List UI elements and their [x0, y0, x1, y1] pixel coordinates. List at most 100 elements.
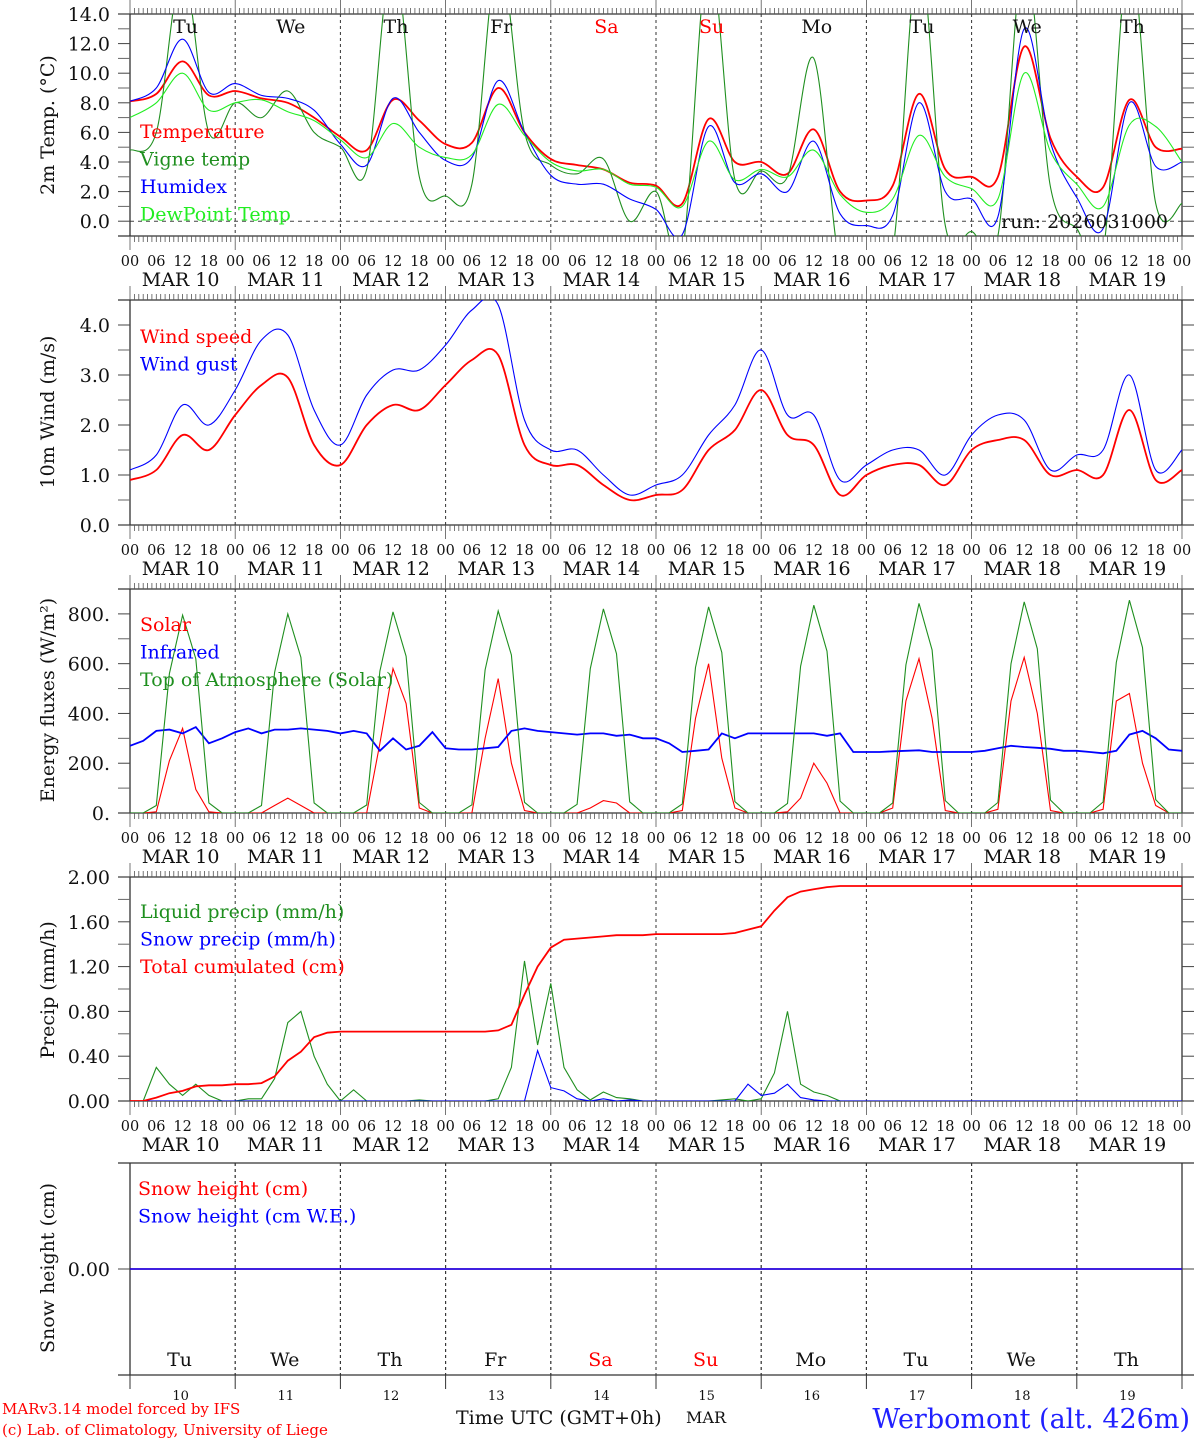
hour-label: 12 — [699, 831, 717, 847]
hour-label: 06 — [883, 254, 901, 270]
weekday-label-top: Mo — [801, 16, 832, 38]
hour-label: 18 — [831, 543, 849, 559]
legend-entry: Total cumulated (cm) — [140, 956, 345, 978]
hour-label: 18 — [831, 254, 849, 270]
day-number: 11 — [278, 1389, 295, 1404]
day-number: 16 — [804, 1389, 821, 1404]
hour-label: 06 — [357, 254, 375, 270]
hour-label: 12 — [699, 1119, 717, 1135]
hour-ticks — [129, 286, 1183, 539]
hour-label: 18 — [1146, 831, 1164, 847]
x-axis-title: Time UTC (GMT+0h) — [456, 1407, 662, 1429]
hour-label: 12 — [279, 1119, 297, 1135]
date-label: MAR 15 — [668, 846, 746, 868]
hour-label: 12 — [910, 831, 928, 847]
hour-label: 12 — [1120, 1119, 1138, 1135]
date-label: MAR 11 — [247, 558, 325, 580]
hour-label: 06 — [989, 1119, 1007, 1135]
hour-label: 06 — [1094, 254, 1112, 270]
hour-label: 06 — [357, 543, 375, 559]
hour-label: 00 — [752, 254, 770, 270]
day-number: 15 — [698, 1389, 715, 1404]
hour-label: 06 — [989, 254, 1007, 270]
date-label: MAR 11 — [247, 269, 325, 291]
panel-precip: 0.00 0.40 0.80 1.20 1.60 2.00 Precip (mm/h) Liq… — [37, 863, 1194, 1156]
weekday-label-bottom: Sa — [588, 1349, 612, 1371]
hour-label: 18 — [515, 831, 533, 847]
hour-label: 00 — [647, 1119, 665, 1135]
hour-label: 00 — [857, 831, 875, 847]
weekday-label-bottom: Mo — [795, 1349, 826, 1371]
hour-label: 06 — [883, 831, 901, 847]
hour-ticks — [129, 0, 1183, 250]
y-tick-label: 1.0 — [80, 465, 110, 487]
hour-label: 12 — [1015, 831, 1033, 847]
y-tick-label: 0.0 — [80, 211, 110, 233]
y-tick-label: 0.40 — [68, 1046, 110, 1068]
hour-label: 00 — [542, 831, 560, 847]
model-credit: MARv3.14 model forced by IFS — [2, 1400, 240, 1418]
day-ticks — [129, 1375, 1183, 1389]
y-axis-title: Energy fluxes (W/m²) — [37, 598, 59, 802]
date-label: MAR 13 — [457, 269, 535, 291]
date-label: MAR 17 — [878, 1134, 956, 1156]
y-tick-label: 8.0 — [80, 93, 110, 115]
date-label: MAR 14 — [563, 846, 641, 868]
series-group — [130, 885, 1182, 1101]
hour-label: 12 — [384, 831, 402, 847]
y-axis-title: 10m Wind (m/s) — [37, 336, 59, 489]
date-label: MAR 18 — [983, 846, 1061, 868]
hour-label: 00 — [752, 831, 770, 847]
hour-label: 06 — [568, 1119, 586, 1135]
weekday-label-bottom: Su — [693, 1349, 718, 1371]
legend-entry: DewPoint Temp — [140, 204, 291, 226]
day-number: 10 — [172, 1389, 189, 1404]
hour-label: 18 — [726, 831, 744, 847]
date-label: MAR 12 — [352, 846, 430, 868]
y-tick-label: 14.0 — [68, 4, 110, 26]
hour-label: 12 — [279, 831, 297, 847]
y-tick-label: 2.00 — [68, 867, 110, 889]
series-line-wind-speed — [130, 348, 1182, 502]
series-line-liquid-precip-mm-h- — [130, 960, 1182, 1101]
date-label: MAR 12 — [352, 558, 430, 580]
hour-label: 12 — [805, 1119, 823, 1135]
weekday-label-bottom: Tu — [167, 1349, 192, 1371]
hour-label: 00 — [1068, 543, 1086, 559]
hour-label: 18 — [936, 543, 954, 559]
hour-label: 00 — [226, 254, 244, 270]
legend-entry: Wind speed — [140, 326, 252, 348]
date-label: MAR 12 — [352, 269, 430, 291]
weekday-label-bottom: Th — [378, 1349, 403, 1371]
panel-snow-height: 0.00 Snow height (cm) Snow height (cm) Snow… — [37, 1162, 1194, 1389]
run-label: run: 2026031000 — [1001, 211, 1168, 233]
hour-label: 00 — [1068, 254, 1086, 270]
hour-label: 06 — [778, 1119, 796, 1135]
hour-label: 18 — [200, 254, 218, 270]
weekday-label-top: Fr — [490, 16, 513, 38]
hour-label: 12 — [1015, 254, 1033, 270]
series-line-vigne-temp — [130, 14, 1182, 236]
hour-label: 12 — [489, 1119, 507, 1135]
hour-label: 12 — [699, 543, 717, 559]
y-tick-label: 1.20 — [68, 957, 110, 979]
weekday-label-top: We — [1013, 16, 1042, 38]
weekday-label-bottom: We — [1007, 1349, 1036, 1371]
y-tick-label: 0. — [92, 803, 110, 825]
hour-label: 06 — [252, 831, 270, 847]
hour-label: 06 — [252, 543, 270, 559]
hour-label: 12 — [594, 543, 612, 559]
y-tick-label: 3.0 — [80, 365, 110, 387]
date-label: MAR 18 — [983, 558, 1061, 580]
series-line-solar — [130, 655, 1182, 813]
hour-label: 00 — [962, 254, 980, 270]
legend-entry: Solar — [140, 614, 192, 636]
date-label: MAR 15 — [668, 1134, 746, 1156]
y-axis-title: Snow height (cm) — [37, 1183, 59, 1353]
hour-label: 12 — [1015, 1119, 1033, 1135]
day-number: 17 — [909, 1389, 926, 1404]
hour-label: 18 — [1146, 543, 1164, 559]
hour-label: 00 — [1173, 543, 1191, 559]
y-tick-label: 0.0 — [80, 515, 110, 537]
hour-label: 18 — [515, 543, 533, 559]
